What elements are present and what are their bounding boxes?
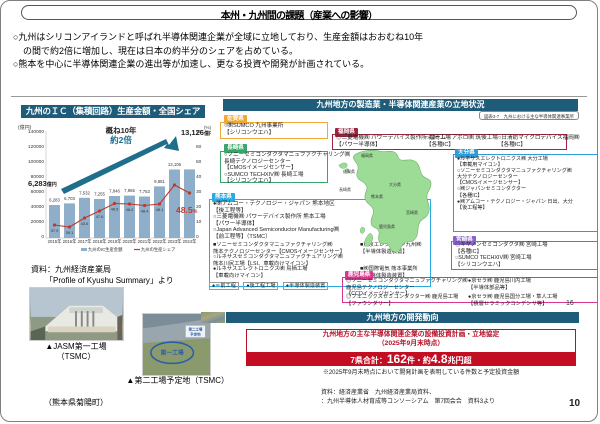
svg-text:60000: 60000: [31, 189, 45, 195]
svg-text:鹿児島県: 鹿児島県: [379, 223, 395, 229]
svg-text:47.6: 47.6: [96, 214, 105, 219]
svg-text:20000: 20000: [31, 219, 45, 225]
svg-text:2018年: 2018年: [93, 238, 108, 245]
svg-text:30: 30: [196, 189, 202, 195]
svg-text:2020年: 2020年: [123, 238, 138, 245]
svg-text:2023年: 2023年: [168, 238, 183, 245]
svg-text:48.1: 48.1: [156, 207, 165, 212]
svg-text:予定地: 予定地: [190, 331, 201, 336]
svg-text:概ね10年: 概ね10年: [106, 125, 137, 135]
svg-text:7,255: 7,255: [94, 192, 105, 197]
svg-text:2017年: 2017年: [78, 238, 93, 245]
svg-text:6,283億円: 6,283億円: [28, 179, 57, 188]
svg-text:2022年: 2022年: [153, 238, 168, 245]
svg-text:100000: 100000: [28, 159, 44, 165]
svg-text:6,703: 6,703: [64, 196, 75, 201]
svg-text:140000: 140000: [28, 129, 44, 135]
svg-text:2016年: 2016年: [63, 238, 78, 245]
svg-text:40: 40: [196, 174, 202, 180]
svg-text:2015年: 2015年: [48, 238, 63, 245]
svg-text:九州の生産シェア: 九州の生産シェア: [141, 246, 175, 253]
svg-text:約2倍: 約2倍: [110, 135, 132, 145]
svg-text:2024年: 2024年: [183, 238, 198, 245]
svg-text:43.6: 43.6: [81, 221, 90, 226]
svg-text:福岡県: 福岡県: [361, 152, 373, 158]
svg-text:(%): (%): [204, 125, 211, 130]
svg-text:7,846: 7,846: [109, 189, 120, 194]
svg-text:長崎県: 長崎県: [339, 186, 351, 192]
svg-text:39.1: 39.1: [66, 230, 75, 235]
svg-text:7,965: 7,965: [124, 188, 135, 193]
svg-text:7,753: 7,753: [139, 189, 150, 194]
svg-text:48.5: 48.5: [111, 207, 120, 212]
svg-text:2021年: 2021年: [138, 238, 153, 245]
svg-text:九州のIC生産金額: 九州のIC生産金額: [88, 246, 123, 253]
svg-text:40000: 40000: [31, 204, 45, 210]
svg-text:10: 10: [196, 219, 202, 225]
svg-text:120000: 120000: [28, 144, 44, 150]
svg-text:37.9: 37.9: [51, 228, 60, 233]
svg-text:13,106: 13,106: [168, 162, 182, 167]
svg-text:第二工場: 第二工場: [188, 326, 202, 331]
svg-text:7,532: 7,532: [79, 190, 90, 195]
svg-text:60: 60: [196, 144, 202, 150]
svg-text:6,283: 6,283: [49, 198, 60, 203]
svg-text:第一工場: 第一工場: [161, 349, 184, 357]
svg-text:48.4: 48.4: [141, 209, 150, 214]
svg-text:熊本県: 熊本県: [371, 193, 383, 199]
svg-text:0: 0: [41, 234, 44, 240]
svg-text:佐賀県: 佐賀県: [343, 168, 355, 174]
svg-text:0: 0: [196, 234, 199, 240]
svg-text:9,881: 9,881: [154, 179, 165, 184]
svg-text:50: 50: [196, 159, 202, 165]
svg-text:48.2: 48.2: [126, 207, 135, 212]
svg-text:宮崎県: 宮崎県: [406, 209, 418, 215]
svg-text:2019年: 2019年: [108, 238, 123, 245]
svg-text:大分県: 大分県: [389, 181, 401, 187]
